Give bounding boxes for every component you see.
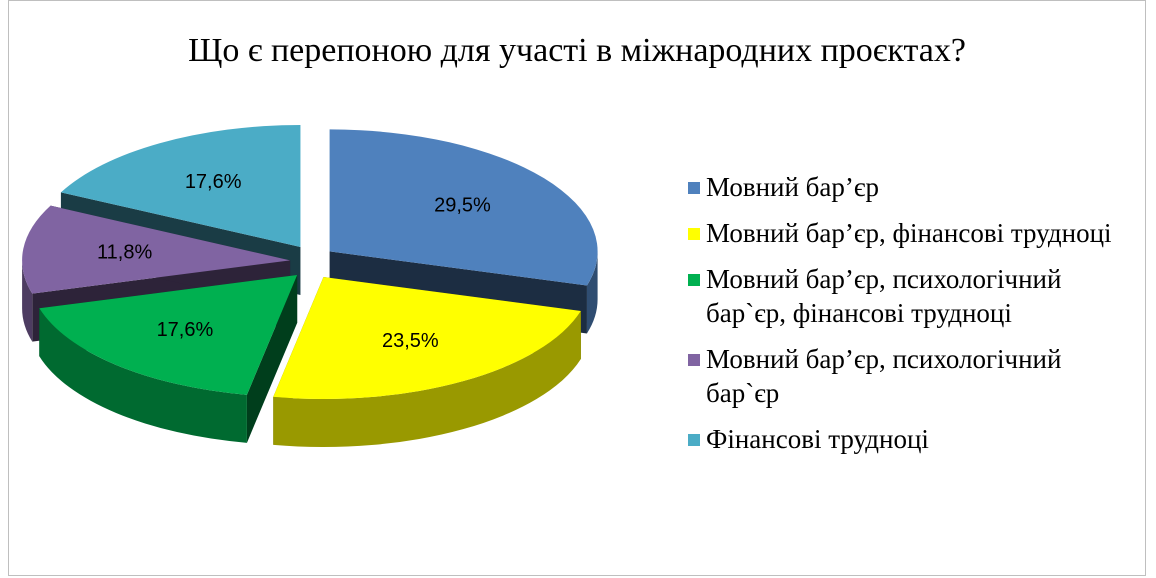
legend-swatch xyxy=(688,274,700,286)
slice-side xyxy=(39,308,247,443)
slice-side xyxy=(273,311,581,448)
slice-top xyxy=(39,274,298,395)
legend-swatch xyxy=(688,182,700,194)
data-label: 29,5% xyxy=(434,194,491,216)
data-label: 11,8% xyxy=(97,242,152,264)
legend-swatch xyxy=(688,228,700,240)
slice: 17,6% xyxy=(39,274,298,443)
slice-top xyxy=(22,205,291,294)
legend-item: Мовний бар’єр, психологічний бар`єр xyxy=(686,342,1136,410)
chart-frame xyxy=(8,0,1146,576)
slice: 23,5% xyxy=(273,277,581,448)
slice-top xyxy=(329,129,598,286)
legend-swatch xyxy=(688,434,700,446)
slice-top xyxy=(60,125,301,248)
data-label: 23,5% xyxy=(382,330,439,352)
legend-label: Мовний бар’єр, фінансові трудноці xyxy=(706,218,1112,248)
legend-item: Фінансові трудноці xyxy=(686,422,1136,456)
data-label: 17,6% xyxy=(185,171,242,193)
slice-side xyxy=(22,260,33,342)
legend: Мовний бар’єр Мовний бар’єр, фінансові тр… xyxy=(686,170,1136,468)
slice-side xyxy=(586,251,598,334)
legend-swatch xyxy=(688,354,700,366)
legend-label: Мовний бар’єр, психологічний бар`єр xyxy=(706,344,1062,408)
slice-top xyxy=(273,277,581,400)
legend-label: Мовний бар’єр, психологічний бар`єр, фін… xyxy=(706,264,1062,328)
legend-item: Мовний бар’єр, фінансові трудноці xyxy=(686,216,1136,250)
legend-item: Мовний бар’єр xyxy=(686,170,1136,204)
legend-label: Мовний бар’єр xyxy=(706,172,879,202)
data-label: 17,6% xyxy=(157,319,214,341)
legend-label: Фінансові трудноці xyxy=(706,424,929,454)
legend-item: Мовний бар’єр, психологічний бар`єр, фін… xyxy=(686,262,1136,330)
chart-title: Що є перепоною для участі в міжнародних … xyxy=(188,32,966,69)
